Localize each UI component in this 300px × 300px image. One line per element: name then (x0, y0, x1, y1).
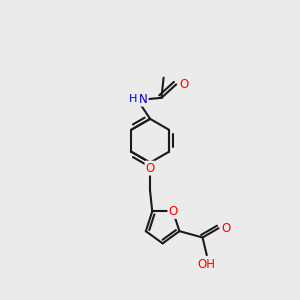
Text: H: H (129, 94, 137, 104)
Text: N: N (139, 93, 148, 106)
Text: O: O (168, 205, 178, 218)
Text: O: O (221, 222, 231, 235)
Text: O: O (146, 162, 155, 175)
Text: OH: OH (198, 258, 216, 271)
Text: O: O (179, 78, 188, 91)
